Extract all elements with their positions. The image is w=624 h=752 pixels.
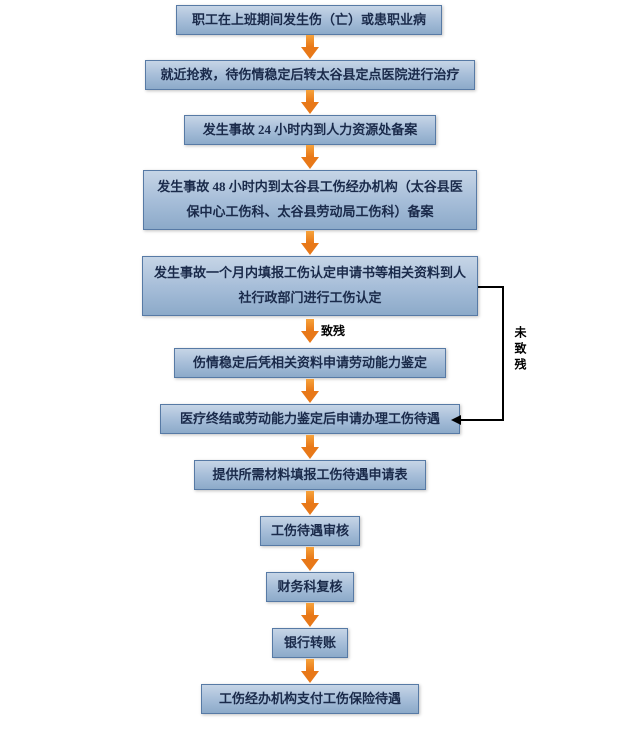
arrow-down-icon (301, 319, 319, 343)
arrow-left-icon (451, 415, 461, 425)
flow-node-n12: 工伤经办机构支付工伤保险待遇 (201, 684, 419, 714)
arrow-down-icon (301, 547, 319, 571)
arrow-down-icon (301, 491, 319, 515)
arrow-down-icon (301, 603, 319, 627)
arrow-down-icon (301, 379, 319, 403)
label-not-disabled: 未致残 (512, 326, 529, 374)
arrow-down-icon (301, 231, 319, 255)
flow-node-n10: 财务科复核 (266, 572, 354, 602)
flow-node-n2: 就近抢救，待伤情稳定后转太谷县定点医院进行治疗 (145, 60, 475, 90)
arrow-down-icon (301, 435, 319, 459)
flow-node-n3: 发生事故 24 小时内到人力资源处备案 (184, 115, 436, 145)
flow-node-n6: 伤情稳定后凭相关资料申请劳动能力鉴定 (174, 348, 446, 378)
bypass-line (478, 286, 502, 288)
arrow-down-icon (301, 35, 319, 59)
bypass-line (502, 286, 504, 419)
flow-node-n7: 医疗终结或劳动能力鉴定后申请办理工伤待遇 (160, 404, 460, 434)
flow-node-n5: 发生事故一个月内填报工伤认定申请书等相关资料到人社行政部门进行工伤认定 (142, 256, 478, 316)
flow-node-n4: 发生事故 48 小时内到太谷县工伤经办机构（太谷县医保中心工伤科、太谷县劳动局工… (143, 170, 477, 230)
flow-node-n11: 银行转账 (272, 628, 348, 658)
arrow-down-icon (301, 145, 319, 169)
flow-node-n8: 提供所需材料填报工伤待遇申请表 (194, 460, 426, 490)
flow-node-n9: 工伤待遇审核 (260, 516, 360, 546)
arrow-down-icon (301, 90, 319, 114)
flow-node-n1: 职工在上班期间发生伤（亡）或患职业病 (176, 5, 442, 35)
arrow-down-icon (301, 659, 319, 683)
label-disabled: 致残 (321, 322, 345, 339)
bypass-line (460, 419, 504, 421)
